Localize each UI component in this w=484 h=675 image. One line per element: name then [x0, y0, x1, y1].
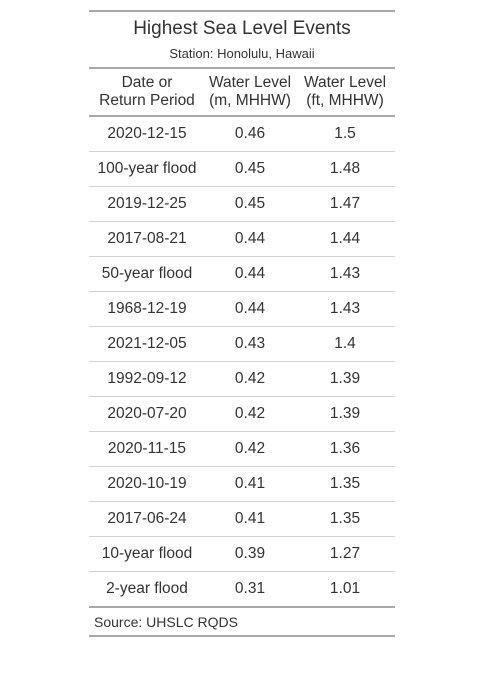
bottom-rule [89, 635, 395, 637]
cell-feet: 1.01 [329, 580, 361, 597]
table-row: 2021-12-05 0.43 1.4 [89, 327, 395, 362]
cell-date: 100-year flood [97, 160, 197, 177]
table-body: 2020-12-15 0.46 1.5 100-year flood 0.45 1.48 2… [89, 117, 395, 608]
cell-meters: 0.45 [234, 160, 266, 177]
cell-feet: 1.35 [329, 475, 361, 492]
table-row: 2020-07-20 0.42 1.39 [89, 397, 395, 432]
cell-feet: 1.4 [334, 335, 356, 352]
cell-meters: 0.42 [234, 440, 266, 457]
cell-date: 2017-06-24 [107, 510, 187, 527]
table-row: 2-year flood 0.31 1.01 [89, 572, 395, 608]
cell-feet: 1.44 [329, 230, 361, 247]
cell-feet: 1.35 [329, 510, 361, 527]
source-note: Source: UHSLC RQDS [94, 614, 238, 630]
table-row: 50-year flood 0.44 1.43 [89, 257, 395, 292]
cell-meters: 0.43 [234, 335, 266, 352]
cell-feet: 1.27 [329, 545, 361, 562]
cell-date: 1968-12-19 [107, 300, 187, 317]
cell-date: 2020-11-15 [107, 440, 187, 457]
cell-feet: 1.5 [334, 125, 356, 142]
sea-level-table: Highest Sea Level Events Station: Honolu… [89, 10, 395, 637]
cell-date: 2019-12-25 [107, 195, 187, 212]
table-row: 2017-08-21 0.44 1.44 [89, 222, 395, 257]
cell-meters: 0.41 [234, 510, 266, 527]
cell-date: 2020-07-20 [107, 405, 187, 422]
column-header-date: Date or Return Period [99, 74, 195, 109]
cell-feet: 1.39 [329, 370, 361, 387]
cell-meters: 0.39 [234, 545, 266, 562]
cell-feet: 1.39 [329, 405, 361, 422]
cell-date: 1992-09-12 [107, 370, 187, 387]
cell-meters: 0.44 [234, 265, 266, 282]
column-header-feet: Water Level (ft, MHHW) [303, 74, 387, 109]
cell-meters: 0.41 [234, 475, 266, 492]
table-row: 100-year flood 0.45 1.48 [89, 152, 395, 187]
table-row: 1992-09-12 0.42 1.39 [89, 362, 395, 397]
table-row: 2020-10-19 0.41 1.35 [89, 467, 395, 502]
cell-meters: 0.44 [234, 300, 266, 317]
top-rule [89, 10, 395, 12]
cell-date: 2021-12-05 [107, 335, 187, 352]
cell-date: 10-year flood [101, 545, 193, 562]
cell-date: 2-year flood [106, 580, 188, 597]
cell-feet: 1.47 [329, 195, 361, 212]
cell-date: 2017-08-21 [107, 230, 187, 247]
title-divider [89, 67, 395, 69]
cell-date: 2020-10-19 [107, 475, 187, 492]
cell-feet: 1.48 [329, 160, 361, 177]
cell-meters: 0.45 [234, 195, 266, 212]
cell-feet: 1.43 [329, 265, 361, 282]
table-subtitle: Station: Honolulu, Hawaii [169, 46, 315, 61]
table-row: 2017-06-24 0.41 1.35 [89, 502, 395, 537]
cell-meters: 0.44 [234, 230, 266, 247]
cell-meters: 0.31 [234, 580, 266, 597]
table-row: 2020-11-15 0.42 1.36 [89, 432, 395, 467]
cell-meters: 0.46 [234, 125, 266, 142]
cell-feet: 1.43 [329, 300, 361, 317]
table-row: 2020-12-15 0.46 1.5 [89, 117, 395, 152]
table-row: 1968-12-19 0.44 1.43 [89, 292, 395, 327]
cell-meters: 0.42 [234, 405, 266, 422]
column-header-meters: Water Level (m, MHHW) [208, 74, 292, 109]
table-title: Highest Sea Level Events [133, 18, 351, 39]
table-row: 10-year flood 0.39 1.27 [89, 537, 395, 572]
cell-date: 50-year flood [101, 265, 193, 282]
cell-meters: 0.42 [234, 370, 266, 387]
cell-feet: 1.36 [329, 440, 361, 457]
column-header-row: Date or Return Period Water Level (m, MH… [89, 69, 395, 117]
cell-date: 2020-12-15 [107, 125, 187, 142]
table-row: 2019-12-25 0.45 1.47 [89, 187, 395, 222]
